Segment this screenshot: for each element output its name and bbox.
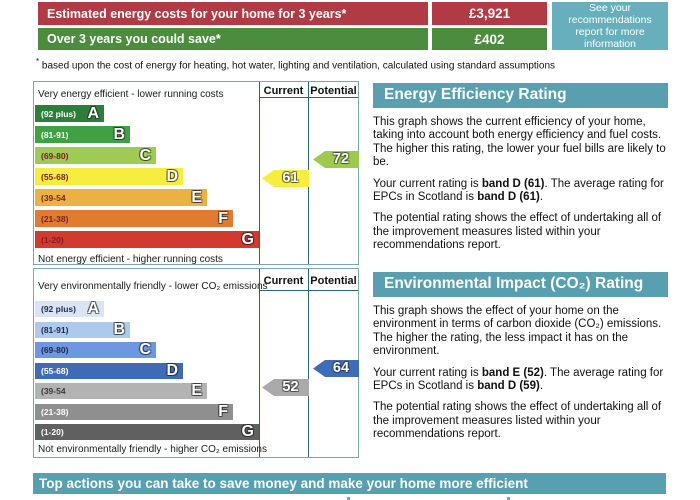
eer-rating-band: band D (61)	[481, 177, 545, 190]
rating-band: (69-80) C	[35, 342, 156, 358]
band-range: (69-80)	[41, 345, 69, 355]
band-letter: C	[139, 341, 151, 358]
rating-band: (39-54 E	[35, 189, 207, 206]
rating-band: (1-20) G	[35, 424, 259, 440]
top-axis-note: Very energy efficient - lower running co…	[38, 89, 224, 100]
current-column-divider	[259, 269, 260, 457]
co2-description: This graph shows the effect of your home…	[373, 305, 662, 358]
band-range: (39-54	[41, 386, 66, 396]
current-rating-arrow: 61	[262, 170, 309, 187]
band-range: (1-20)	[41, 427, 64, 437]
band-letter: D	[166, 167, 178, 185]
band-range: (55-68)	[41, 171, 69, 182]
band-letter: A	[87, 300, 99, 317]
recommendations-info-box: See your recommendations report for more…	[552, 2, 668, 50]
current-rating-value: 61	[282, 170, 299, 187]
co2-current-rating-text: Your current rating is band E (52). The …	[373, 367, 668, 394]
savings-label: Over 3 years you could save*	[38, 28, 428, 50]
eer-rating-prefix: Your current rating is	[373, 177, 482, 190]
footnote-text: based upon the cost of energy for heatin…	[39, 60, 556, 72]
co2-rating-prefix: Your current rating is	[373, 366, 482, 379]
eer-rating-mid: . The average rating for EPCs in Scotlan…	[373, 177, 664, 204]
rating-band: (55-68) D	[35, 361, 183, 379]
current-rating-arrow: 52	[262, 379, 309, 396]
rating-band: (55-68) D	[35, 168, 183, 185]
potential-rating-arrow: 72	[313, 151, 359, 168]
rating-bands: (92 plus) A (81-91) B (69-80) C (55-68) …	[35, 301, 259, 445]
column-header-underline	[259, 290, 358, 291]
rating-band: (69-80) C	[35, 147, 156, 164]
co2-rating-suffix: .	[539, 380, 544, 393]
energy-efficiency-panel: Energy Efficiency Rating This graph show…	[373, 83, 668, 253]
potential-column-header: Potential	[310, 85, 357, 97]
bottom-axis-note: Not energy efficient - higher running co…	[38, 254, 223, 265]
rating-band: (1-20) G	[35, 231, 259, 248]
current-rating-value: 52	[282, 379, 299, 396]
column-header-underline	[259, 97, 358, 98]
rating-band: (39-54 E	[35, 383, 207, 399]
band-letter: G	[241, 230, 254, 248]
band-letter: B	[113, 320, 125, 338]
rating-band: (92 plus) A	[35, 301, 104, 317]
band-range: (81-91)	[41, 324, 69, 335]
co2-rating-average: band D (59)	[477, 380, 540, 393]
rating-band: (81-91) B	[35, 126, 130, 143]
band-letter: F	[218, 209, 228, 227]
eer-rating-suffix: .	[539, 191, 544, 204]
table-edge-tick	[507, 497, 510, 500]
environmental-impact-panel-title: Environmental Impact (CO₂) Rating	[373, 272, 668, 297]
eer-rating-average: band D (61)	[477, 191, 540, 204]
band-letter: F	[218, 402, 228, 420]
table-edge-tick	[347, 497, 350, 500]
current-column-divider	[259, 82, 260, 264]
band-range: (55-68)	[41, 365, 69, 376]
band-range: (21-38)	[41, 213, 69, 224]
band-letter: D	[166, 361, 178, 379]
band-letter: A	[87, 104, 99, 122]
rating-bands: (92 plus) A (81-91) B (69-80) C (55-68) …	[35, 105, 259, 252]
bottom-axis-note: Not environmentally friendly - higher CO…	[38, 444, 267, 455]
band-range: (21-38)	[41, 406, 69, 417]
footnote-asterisk: *	[36, 57, 40, 66]
potential-column-header: Potential	[310, 275, 357, 287]
band-letter: E	[191, 382, 202, 399]
potential-rating-value: 64	[332, 360, 350, 377]
band-range: (92 plus)	[41, 108, 76, 119]
band-letter: B	[113, 125, 125, 143]
band-range: (81-91)	[41, 129, 69, 140]
potential-rating-arrow: 64	[313, 360, 359, 377]
band-letter: G	[241, 423, 254, 440]
energy-efficiency-chart: Current Potential Very energy efficient …	[33, 81, 359, 265]
eer-current-rating-text: Your current rating is band D (61). The …	[373, 178, 668, 205]
rating-band: (92 plus) A	[35, 105, 104, 122]
band-letter: C	[139, 146, 151, 164]
eer-description: This graph shows the current efficiency …	[373, 116, 666, 169]
estimated-costs-value: £3,921	[432, 2, 547, 25]
co2-rating-band: band E (52)	[481, 366, 544, 379]
potential-rating-value: 72	[332, 151, 350, 168]
savings-value: £402	[432, 28, 547, 50]
current-column-header: Current	[263, 275, 304, 287]
band-range: (92 plus)	[41, 304, 76, 314]
energy-efficiency-panel-title: Energy Efficiency Rating	[373, 83, 668, 108]
rating-band: (21-38) F	[35, 402, 233, 420]
top-axis-note: Very environmentally friendly - lower CO…	[38, 281, 268, 292]
cost-footnote: * based upon the cost of energy for heat…	[36, 57, 555, 71]
environmental-impact-chart: Current Potential Very environmentally f…	[33, 268, 359, 458]
co2-rating-mid: . The average rating for EPCs in Scotlan…	[373, 366, 664, 393]
band-range: (1-20)	[41, 234, 64, 245]
band-letter: E	[191, 188, 202, 206]
band-range: (39-54	[41, 192, 66, 203]
estimated-costs-label: Estimated energy costs for your home for…	[38, 2, 428, 25]
band-range: (69-80)	[41, 150, 69, 161]
potential-column-divider	[308, 269, 309, 457]
rating-band: (81-91) B	[35, 320, 130, 338]
top-actions-header: Top actions you can take to save money a…	[33, 473, 666, 494]
co2-potential-text: The potential rating shows the effect of…	[373, 401, 662, 441]
current-column-header: Current	[263, 85, 304, 97]
eer-potential-text: The potential rating shows the effect of…	[373, 212, 662, 252]
rating-band: (21-38) F	[35, 210, 233, 227]
environmental-impact-panel: Environmental Impact (CO₂) Rating This g…	[373, 272, 668, 442]
